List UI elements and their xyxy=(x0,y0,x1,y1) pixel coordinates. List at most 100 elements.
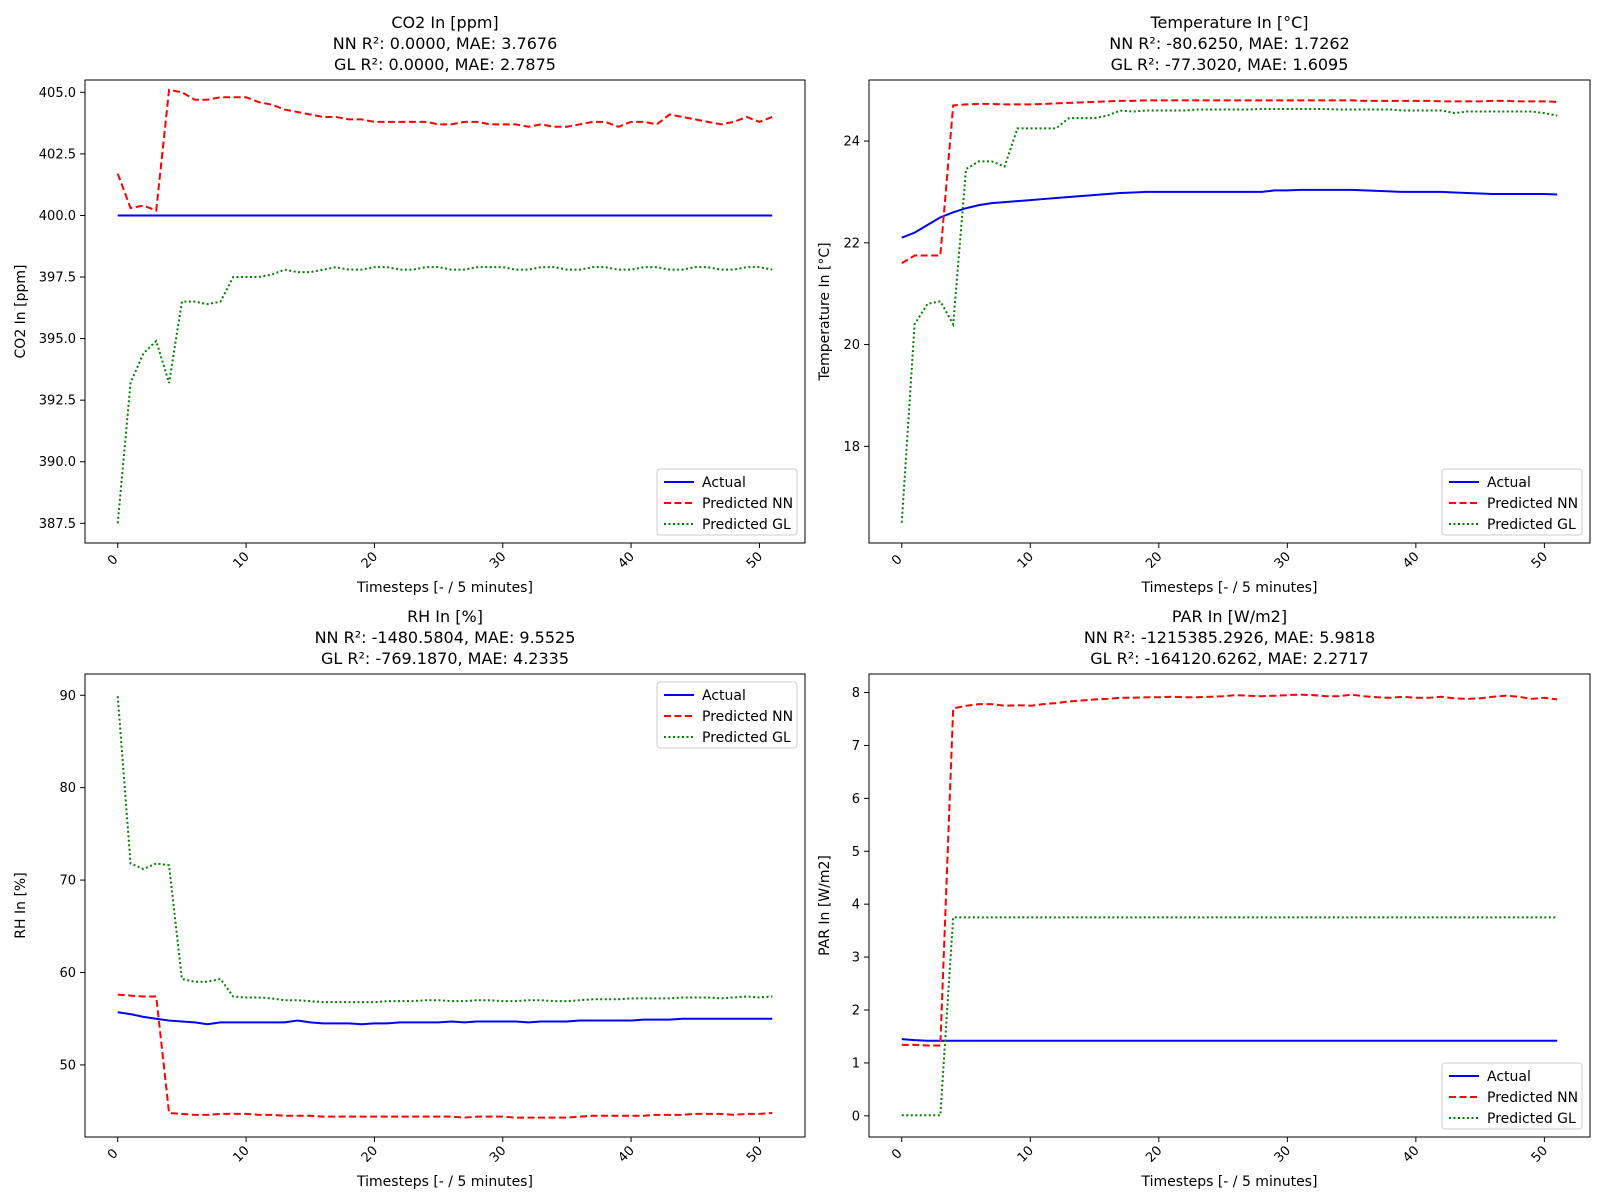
y-tick-label: 4 xyxy=(852,898,860,913)
x-tick-label: 0 xyxy=(105,552,121,568)
series-line-predicted-gl xyxy=(900,108,1558,523)
y-tick-label: 5 xyxy=(852,845,860,860)
series-line-predicted-nn xyxy=(901,99,1558,265)
series-line-actual xyxy=(901,1038,1558,1042)
plot-frame xyxy=(84,79,806,544)
chart-title: PAR In [W/m2] xyxy=(1172,607,1287,626)
chart-subtitle-nn: NN R²: -80.6250, MAE: 1.7262 xyxy=(1109,34,1349,53)
y-tick-label: 24 xyxy=(843,135,860,150)
plot-frame xyxy=(868,79,1591,544)
legend-label: Predicted GL xyxy=(702,517,791,533)
x-tick-label: 40 xyxy=(1400,549,1422,571)
chart-title: Temperature In [°C] xyxy=(1149,13,1308,32)
legend-box xyxy=(1441,1062,1583,1130)
chart-title: RH In [%] xyxy=(407,607,483,626)
y-tick-label: 20 xyxy=(843,338,860,353)
series-line-predicted-nn xyxy=(901,693,1558,1047)
x-tick-label: 30 xyxy=(1272,1143,1294,1165)
series-line-actual xyxy=(117,1011,773,1026)
legend-label: Predicted GL xyxy=(1487,517,1576,533)
x-tick-label: 0 xyxy=(889,1146,905,1162)
legend: Actual Predicted NN Predicted GL xyxy=(656,681,798,749)
y-tick-label: 2 xyxy=(852,1004,860,1019)
plot-frame xyxy=(868,673,1591,1138)
x-tick-label: 20 xyxy=(1143,1143,1165,1165)
y-tick-label: 6 xyxy=(852,792,860,807)
x-tick-label: 10 xyxy=(230,549,252,571)
y-tick-label: 387.5 xyxy=(39,517,76,532)
legend-label: Predicted NN xyxy=(1487,496,1578,512)
legend-box xyxy=(1441,468,1583,536)
y-tick-label: 50 xyxy=(59,1058,76,1073)
y-tick-label: 60 xyxy=(59,966,76,981)
x-axis-label: Timesteps [- / 5 minutes] xyxy=(356,580,533,596)
legend-label: Predicted NN xyxy=(702,709,793,725)
y-tick-label: 397.5 xyxy=(39,271,76,286)
y-tick-label: 18 xyxy=(843,440,860,455)
chart-subtitle-nn: NN R²: 0.0000, MAE: 3.7676 xyxy=(333,34,558,53)
legend-box xyxy=(656,468,798,536)
x-tick-label: 40 xyxy=(615,1143,637,1165)
y-tick-label: 405.0 xyxy=(39,86,76,101)
x-tick-label: 50 xyxy=(744,1143,766,1165)
y-tick-label: 395.0 xyxy=(39,332,76,347)
x-tick-label: 20 xyxy=(1143,549,1165,571)
plot-frame xyxy=(84,673,806,1138)
chart-subtitle-gl: GL R²: -769.1870, MAE: 4.2335 xyxy=(321,649,569,668)
legend-label: Predicted NN xyxy=(1487,1090,1578,1106)
chart-subtitle-gl: GL R²: -77.3020, MAE: 1.6095 xyxy=(1111,55,1349,74)
legend-label: Actual xyxy=(702,688,746,704)
y-tick-label: 7 xyxy=(852,739,860,754)
x-tick-label: 20 xyxy=(359,549,381,571)
y-axis-label: PAR In [W/m2] xyxy=(817,855,833,956)
y-tick-label: 390.0 xyxy=(39,455,76,470)
x-tick-label: 0 xyxy=(105,1146,121,1162)
x-tick-label: 50 xyxy=(1529,549,1551,571)
chart-subtitle-gl: GL R²: -164120.6262, MAE: 2.2717 xyxy=(1090,649,1369,668)
legend-label: Actual xyxy=(1487,475,1531,491)
chart-2: RH In [%] NN R²: -1480.5804, MAE: 9.5525 G… xyxy=(13,607,806,1190)
y-tick-label: 1 xyxy=(852,1056,860,1071)
x-tick-label: 30 xyxy=(487,549,509,571)
chart-1: Temperature In [°C] NN R²: -80.6250, MAE:… xyxy=(817,13,1591,596)
y-tick-label: 402.5 xyxy=(39,147,76,162)
x-tick-label: 20 xyxy=(359,1143,381,1165)
x-tick-label: 10 xyxy=(1015,549,1037,571)
legend: Actual Predicted NN Predicted GL xyxy=(656,468,798,536)
x-tick-label: 40 xyxy=(1400,1143,1422,1165)
y-tick-label: 80 xyxy=(59,781,76,796)
y-tick-label: 70 xyxy=(59,874,76,889)
x-tick-label: 40 xyxy=(615,549,637,571)
legend-label: Predicted GL xyxy=(1487,1111,1576,1127)
y-tick-label: 3 xyxy=(852,951,860,966)
chart-subtitle-nn: NN R²: -1480.5804, MAE: 9.5525 xyxy=(315,628,576,647)
series-line-predicted-gl xyxy=(901,916,1558,1117)
x-axis-label: Timesteps [- / 5 minutes] xyxy=(356,1174,533,1190)
x-tick-label: 30 xyxy=(1272,549,1294,571)
y-tick-label: 392.5 xyxy=(39,394,76,409)
legend-label: Predicted NN xyxy=(702,496,793,512)
y-tick-label: 0 xyxy=(852,1109,860,1124)
series-line-predicted-nn xyxy=(116,88,773,212)
y-tick-label: 8 xyxy=(852,686,860,701)
x-tick-label: 0 xyxy=(889,552,905,568)
x-tick-label: 30 xyxy=(487,1143,509,1165)
legend-label: Actual xyxy=(702,475,746,491)
x-tick-label: 10 xyxy=(230,1143,252,1165)
legend-box xyxy=(656,681,798,749)
x-tick-label: 50 xyxy=(1529,1143,1551,1165)
series-line-predicted-gl xyxy=(116,266,773,524)
x-tick-label: 50 xyxy=(744,549,766,571)
x-axis-label: Timesteps [- / 5 minutes] xyxy=(1141,1174,1318,1190)
chart-title: CO2 In [ppm] xyxy=(391,13,498,32)
y-tick-label: 400.0 xyxy=(39,209,76,224)
y-axis-label: CO2 In [ppm] xyxy=(13,265,29,359)
legend-label: Actual xyxy=(1487,1069,1531,1085)
y-tick-label: 22 xyxy=(843,236,860,251)
y-axis-label: Temperature In [°C] xyxy=(817,242,833,381)
legend: Actual Predicted NN Predicted GL xyxy=(1441,468,1583,536)
chart-3: PAR In [W/m2] NN R²: -1215385.2926, MAE: … xyxy=(817,607,1591,1190)
chart-subtitle-nn: NN R²: -1215385.2926, MAE: 5.9818 xyxy=(1084,628,1375,647)
series-line-actual xyxy=(901,188,1558,239)
